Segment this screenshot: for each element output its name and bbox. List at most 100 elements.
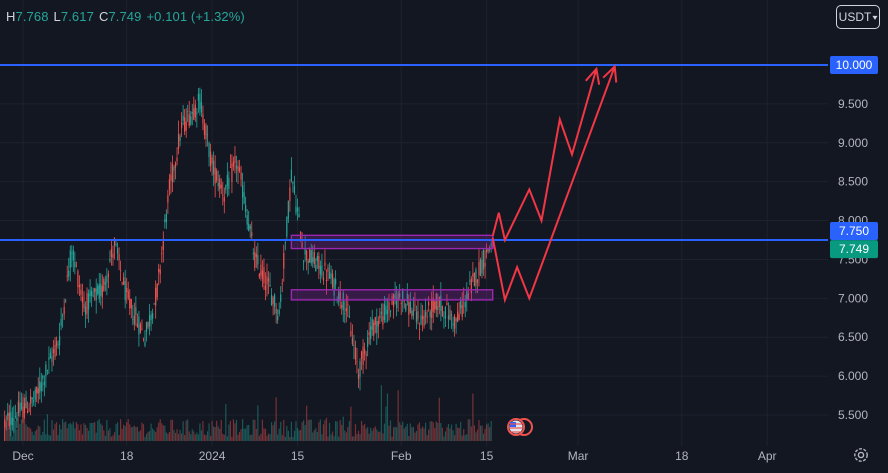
candle-body bbox=[40, 382, 42, 391]
volume-bar bbox=[153, 430, 155, 441]
volume-bar bbox=[245, 428, 247, 441]
candle-body bbox=[421, 316, 424, 320]
candle-body bbox=[353, 344, 355, 346]
volume-bar bbox=[438, 397, 440, 441]
candle-body bbox=[376, 321, 378, 334]
candle-body bbox=[48, 357, 50, 360]
candle-body bbox=[281, 282, 283, 284]
candle-body bbox=[347, 304, 349, 305]
candle-body bbox=[39, 381, 41, 393]
candle-body bbox=[469, 280, 471, 282]
volume-bar bbox=[415, 431, 418, 441]
candle-body bbox=[245, 205, 247, 212]
volume-bar bbox=[487, 423, 489, 441]
candle-body bbox=[16, 417, 18, 421]
volume-bar bbox=[200, 430, 203, 441]
candle-body bbox=[348, 316, 350, 318]
candle-body bbox=[33, 400, 35, 402]
volume-bar bbox=[399, 422, 401, 441]
volume-bar bbox=[106, 419, 108, 441]
volume-bar bbox=[364, 423, 366, 441]
candle-body bbox=[246, 215, 248, 225]
candle-body bbox=[457, 311, 459, 323]
candle-body bbox=[350, 330, 352, 336]
candle-body bbox=[101, 286, 103, 298]
arrow-head bbox=[602, 64, 618, 83]
candle-body bbox=[248, 223, 250, 231]
candle-body bbox=[176, 157, 178, 162]
volume-bar bbox=[316, 432, 318, 441]
volume-bar bbox=[341, 424, 343, 441]
volume-bar bbox=[446, 427, 448, 441]
volume-bar bbox=[74, 428, 76, 441]
candle-body bbox=[333, 279, 335, 296]
volume-bar bbox=[145, 433, 148, 441]
candle-body bbox=[267, 278, 270, 282]
volume-bar bbox=[49, 435, 52, 441]
candle-body bbox=[173, 166, 175, 171]
volume-bar bbox=[464, 435, 466, 441]
volume-bar bbox=[142, 424, 145, 441]
volume-bar bbox=[429, 421, 431, 441]
candle-body bbox=[228, 177, 230, 189]
candle-body bbox=[260, 264, 262, 276]
volume-bar bbox=[461, 435, 463, 441]
volume-bar bbox=[275, 397, 277, 441]
currency-selector-button[interactable]: USDT ▾ bbox=[836, 5, 880, 29]
candle-body bbox=[110, 248, 113, 257]
volume-bar bbox=[437, 422, 439, 441]
volume-bar bbox=[351, 436, 353, 441]
candle-body bbox=[414, 304, 416, 306]
volume-bar bbox=[428, 429, 430, 441]
candle-body bbox=[220, 184, 222, 189]
candle-body bbox=[168, 179, 170, 190]
volume-bar bbox=[101, 425, 103, 441]
price-tick-label: 9.000 bbox=[838, 136, 868, 150]
volume-bar bbox=[287, 430, 289, 441]
volume-bar bbox=[91, 423, 93, 441]
volume-bar bbox=[283, 419, 285, 441]
candle-body bbox=[304, 247, 306, 255]
candle-body bbox=[449, 309, 451, 320]
candle-body bbox=[251, 232, 253, 237]
volume-bar bbox=[43, 419, 45, 441]
volume-bar bbox=[45, 434, 47, 441]
volume-bar bbox=[296, 427, 299, 441]
volume-bar bbox=[228, 424, 230, 441]
candle-body bbox=[147, 321, 149, 328]
candle-body bbox=[243, 192, 245, 204]
candle-body bbox=[62, 315, 64, 317]
time-tick-label: Apr bbox=[758, 449, 777, 463]
volume-bar bbox=[482, 433, 485, 441]
candle-body bbox=[278, 309, 280, 314]
candle-body bbox=[307, 260, 309, 264]
candle-body bbox=[286, 217, 288, 237]
candle-body bbox=[142, 338, 145, 340]
volume-bar bbox=[184, 435, 186, 441]
settings-gear-icon[interactable] bbox=[852, 446, 870, 464]
candle-body bbox=[104, 282, 106, 285]
volume-bar bbox=[251, 434, 253, 441]
volume-bar bbox=[290, 421, 292, 441]
candle-body bbox=[17, 401, 20, 413]
candle-body bbox=[68, 270, 70, 277]
candle-body bbox=[106, 276, 108, 283]
candle-body bbox=[226, 174, 228, 186]
volume-bar bbox=[156, 427, 158, 441]
candle-body bbox=[257, 255, 259, 265]
projection-arrows bbox=[491, 64, 618, 304]
candle-body bbox=[20, 402, 23, 410]
volume-bar bbox=[421, 426, 424, 441]
volume-bar bbox=[141, 422, 143, 441]
last-price-badge bbox=[830, 240, 878, 259]
candle-body bbox=[270, 295, 273, 306]
price-axis[interactable]: 10.0009.5009.0008.5008.0007.5007.0006.50… bbox=[830, 56, 878, 422]
volume-bar bbox=[196, 432, 198, 441]
supply-demand-zone bbox=[290, 234, 494, 250]
time-axis[interactable]: Dec 18 2024 15 Feb 15 Mar 18 Apr bbox=[12, 449, 776, 463]
volume-bar bbox=[260, 433, 262, 441]
high-label: H bbox=[6, 9, 16, 24]
volume-bar bbox=[107, 430, 109, 441]
